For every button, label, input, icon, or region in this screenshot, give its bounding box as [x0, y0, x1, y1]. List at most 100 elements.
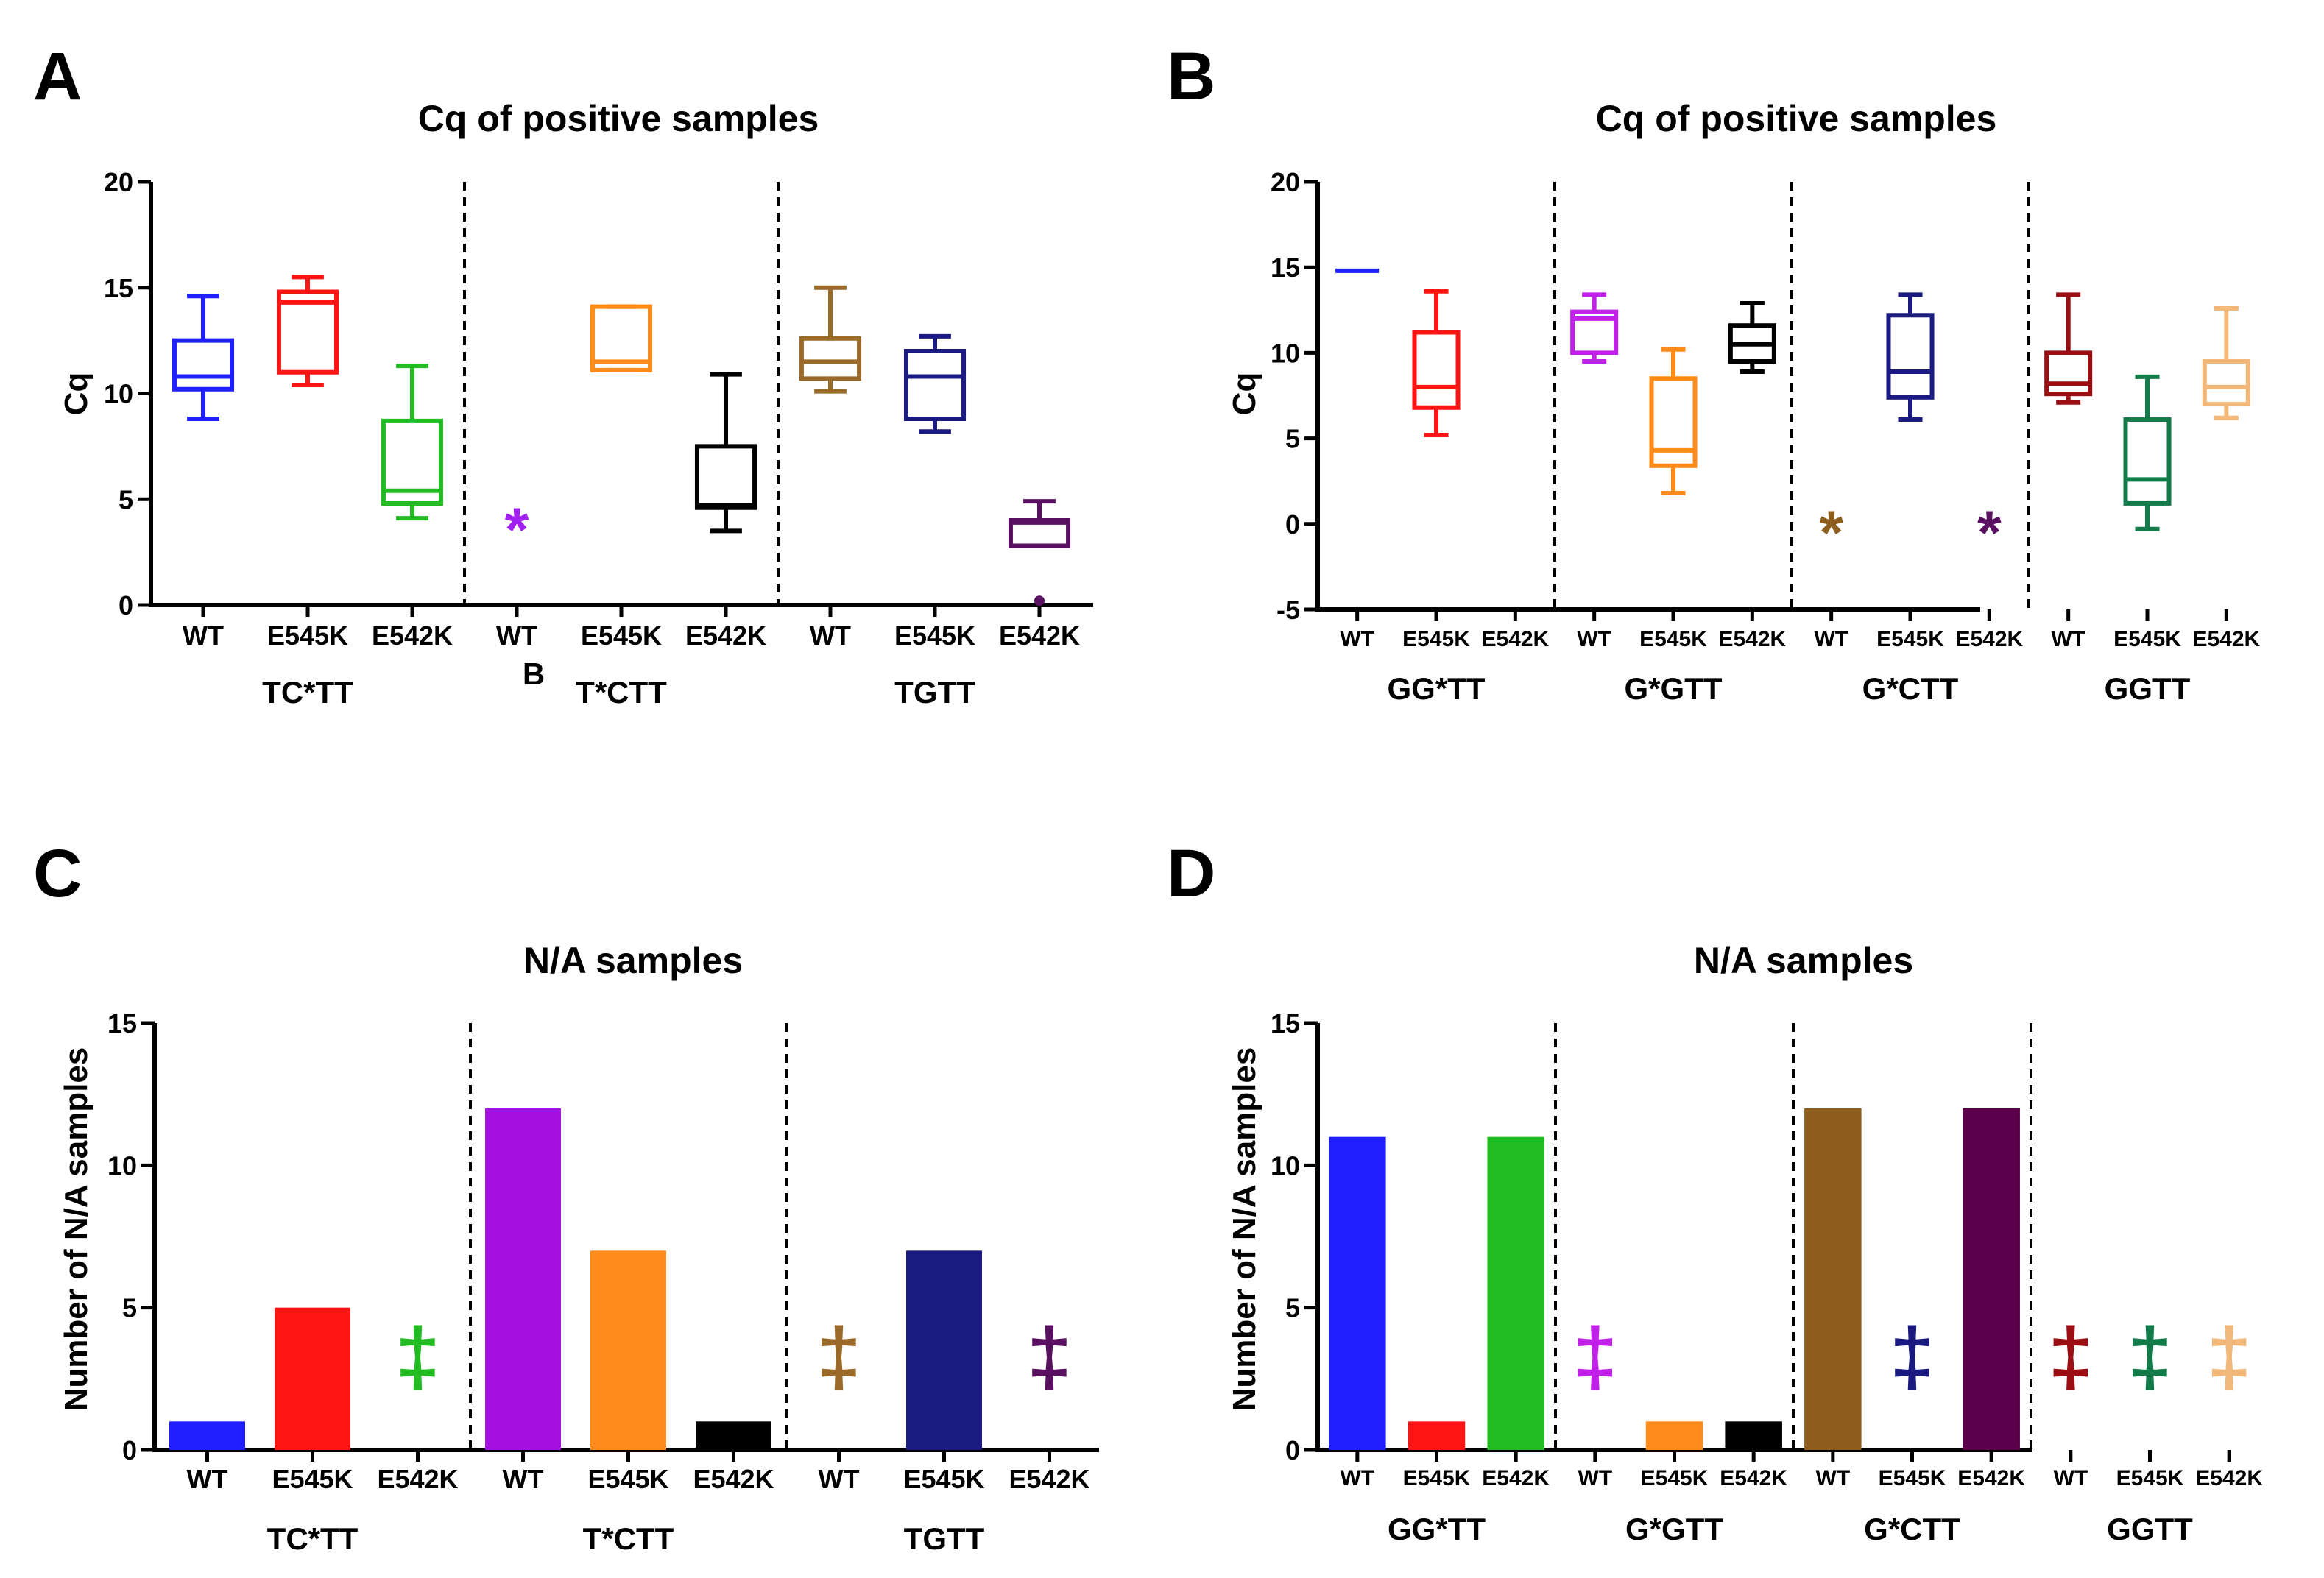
y-tick-label: 10 [1271, 1150, 1300, 1181]
box-iqr [903, 349, 967, 421]
x-tick-label: WT [1341, 1466, 1375, 1490]
y-tick-label: 0 [119, 590, 133, 620]
y-tick-label: 20 [1271, 167, 1300, 197]
chart-title: N/A samples [1694, 940, 1913, 981]
box-iqr [2044, 350, 2093, 397]
x-tick-label: WT [2054, 1466, 2088, 1490]
x-tick-label: E542K [1009, 1464, 1089, 1494]
x-tick-label: WT [819, 1464, 860, 1494]
y-tick-label: 10 [107, 1150, 137, 1181]
group-label: G*GTT [1625, 671, 1723, 706]
x-tick-label: E542K [999, 620, 1080, 651]
y-tick-label: 15 [107, 1008, 137, 1039]
star-marker: * [1819, 498, 1843, 567]
group-label: G*GTT [1625, 1512, 1723, 1546]
y-axis-label: Number of N/A samples [1226, 1047, 1262, 1412]
box-iqr [1886, 313, 1935, 400]
star-marker: * [505, 495, 529, 564]
stray-label: B [523, 657, 545, 691]
x-tick-label: E545K [581, 620, 662, 651]
x-tick-label: E542K [1481, 627, 1549, 651]
y-tick-label: 5 [1285, 1293, 1300, 1323]
x-tick-label: E545K [1402, 627, 1470, 651]
star-marker: * [1977, 498, 2002, 567]
dagger-marker: ‡ [395, 1311, 440, 1401]
dagger-marker: ‡ [2207, 1311, 2252, 1401]
x-tick-label: E542K [1720, 1466, 1787, 1490]
group-label: T*CTT [583, 1521, 674, 1556]
bar [1329, 1136, 1386, 1450]
chart-title: Cq of positive samples [1596, 98, 1997, 139]
box-iqr [1649, 376, 1698, 468]
y-tick-label: 20 [104, 167, 133, 197]
y-tick-label: 15 [1271, 252, 1300, 283]
panel-letter: C [33, 836, 82, 911]
box-iqr [590, 304, 653, 372]
y-axis-label: Cq [1226, 372, 1262, 416]
bar [1725, 1421, 1782, 1450]
bar [1963, 1108, 2020, 1450]
y-tick-label: 0 [1285, 509, 1300, 539]
box-iqr [381, 418, 444, 506]
group-label: TC*TT [267, 1521, 359, 1556]
group-label: TGTT [894, 675, 975, 710]
group-label: T*CTT [576, 675, 667, 710]
dagger-marker: ‡ [816, 1311, 861, 1401]
x-tick-label: WT [496, 620, 537, 651]
x-tick-label: E545K [2113, 627, 2181, 651]
x-tick-label: E542K [693, 1464, 774, 1494]
x-tick-label: WT [187, 1464, 228, 1494]
box-iqr [276, 289, 339, 375]
bar [1804, 1108, 1862, 1450]
box-iqr [172, 338, 235, 392]
box-iqr [799, 336, 862, 381]
bar [1487, 1136, 1544, 1450]
group-label: G*CTT [1864, 1512, 1960, 1546]
x-tick-label: WT [1814, 627, 1848, 651]
x-tick-label: E542K [1482, 1466, 1550, 1490]
y-tick-label: 10 [1271, 338, 1300, 368]
box-iqr [1570, 309, 1619, 355]
x-tick-label: WT [810, 620, 851, 651]
y-tick-label: -5 [1276, 595, 1300, 625]
panel-d: D N/A samples Number of N/A samples 0 5 10 15 G… [1167, 836, 2263, 1546]
panel-letter: D [1167, 836, 1215, 911]
bar [485, 1108, 561, 1450]
x-tick-label: WT [1577, 627, 1611, 651]
x-tick-label: E542K [1957, 1466, 2025, 1490]
y-tick-label: 10 [104, 379, 133, 409]
x-tick-label: WT [1816, 1466, 1851, 1490]
bar [1408, 1421, 1466, 1450]
x-tick-label: E545K [1879, 1466, 1946, 1490]
bar [590, 1250, 666, 1450]
x-tick-label: E545K [1403, 1466, 1471, 1490]
dagger-marker: ‡ [1027, 1311, 1072, 1401]
group-label: GGTT [2107, 1512, 2193, 1546]
x-tick-label: WT [1340, 627, 1374, 651]
y-tick-label: 5 [122, 1293, 137, 1323]
y-tick-label: 15 [1271, 1008, 1300, 1039]
bar [906, 1250, 982, 1450]
y-tick-label: 5 [119, 484, 133, 514]
x-tick-label: E545K [894, 620, 975, 651]
bar [275, 1307, 350, 1450]
x-tick-label: E545K [267, 620, 348, 651]
x-tick-label: E542K [372, 620, 453, 651]
panel-a: A Cq of positive samples Cq 0 5 10 15 20 TC*TT WT… [33, 39, 1093, 710]
group-label: TC*TT [262, 675, 353, 710]
box-iqr [694, 444, 757, 510]
dagger-marker: ‡ [2048, 1311, 2093, 1401]
x-tick-label: E545K [587, 1464, 668, 1494]
group-label: GGTT [2105, 671, 2191, 706]
group-label: G*CTT [1862, 671, 1959, 706]
bar [1645, 1421, 1703, 1450]
y-axis-label: Cq [58, 372, 94, 416]
panel-letter: B [1167, 39, 1215, 114]
y-tick-label: 0 [1285, 1435, 1300, 1465]
box-iqr [2123, 417, 2172, 506]
x-tick-label: E545K [1641, 1466, 1709, 1490]
panel-b: B Cq of positive samples Cq -5 0 5 10 15 20 GG*TT… [1167, 39, 2261, 706]
group-label: GG*TT [1388, 1512, 1486, 1546]
x-tick-label: E545K [1639, 627, 1707, 651]
